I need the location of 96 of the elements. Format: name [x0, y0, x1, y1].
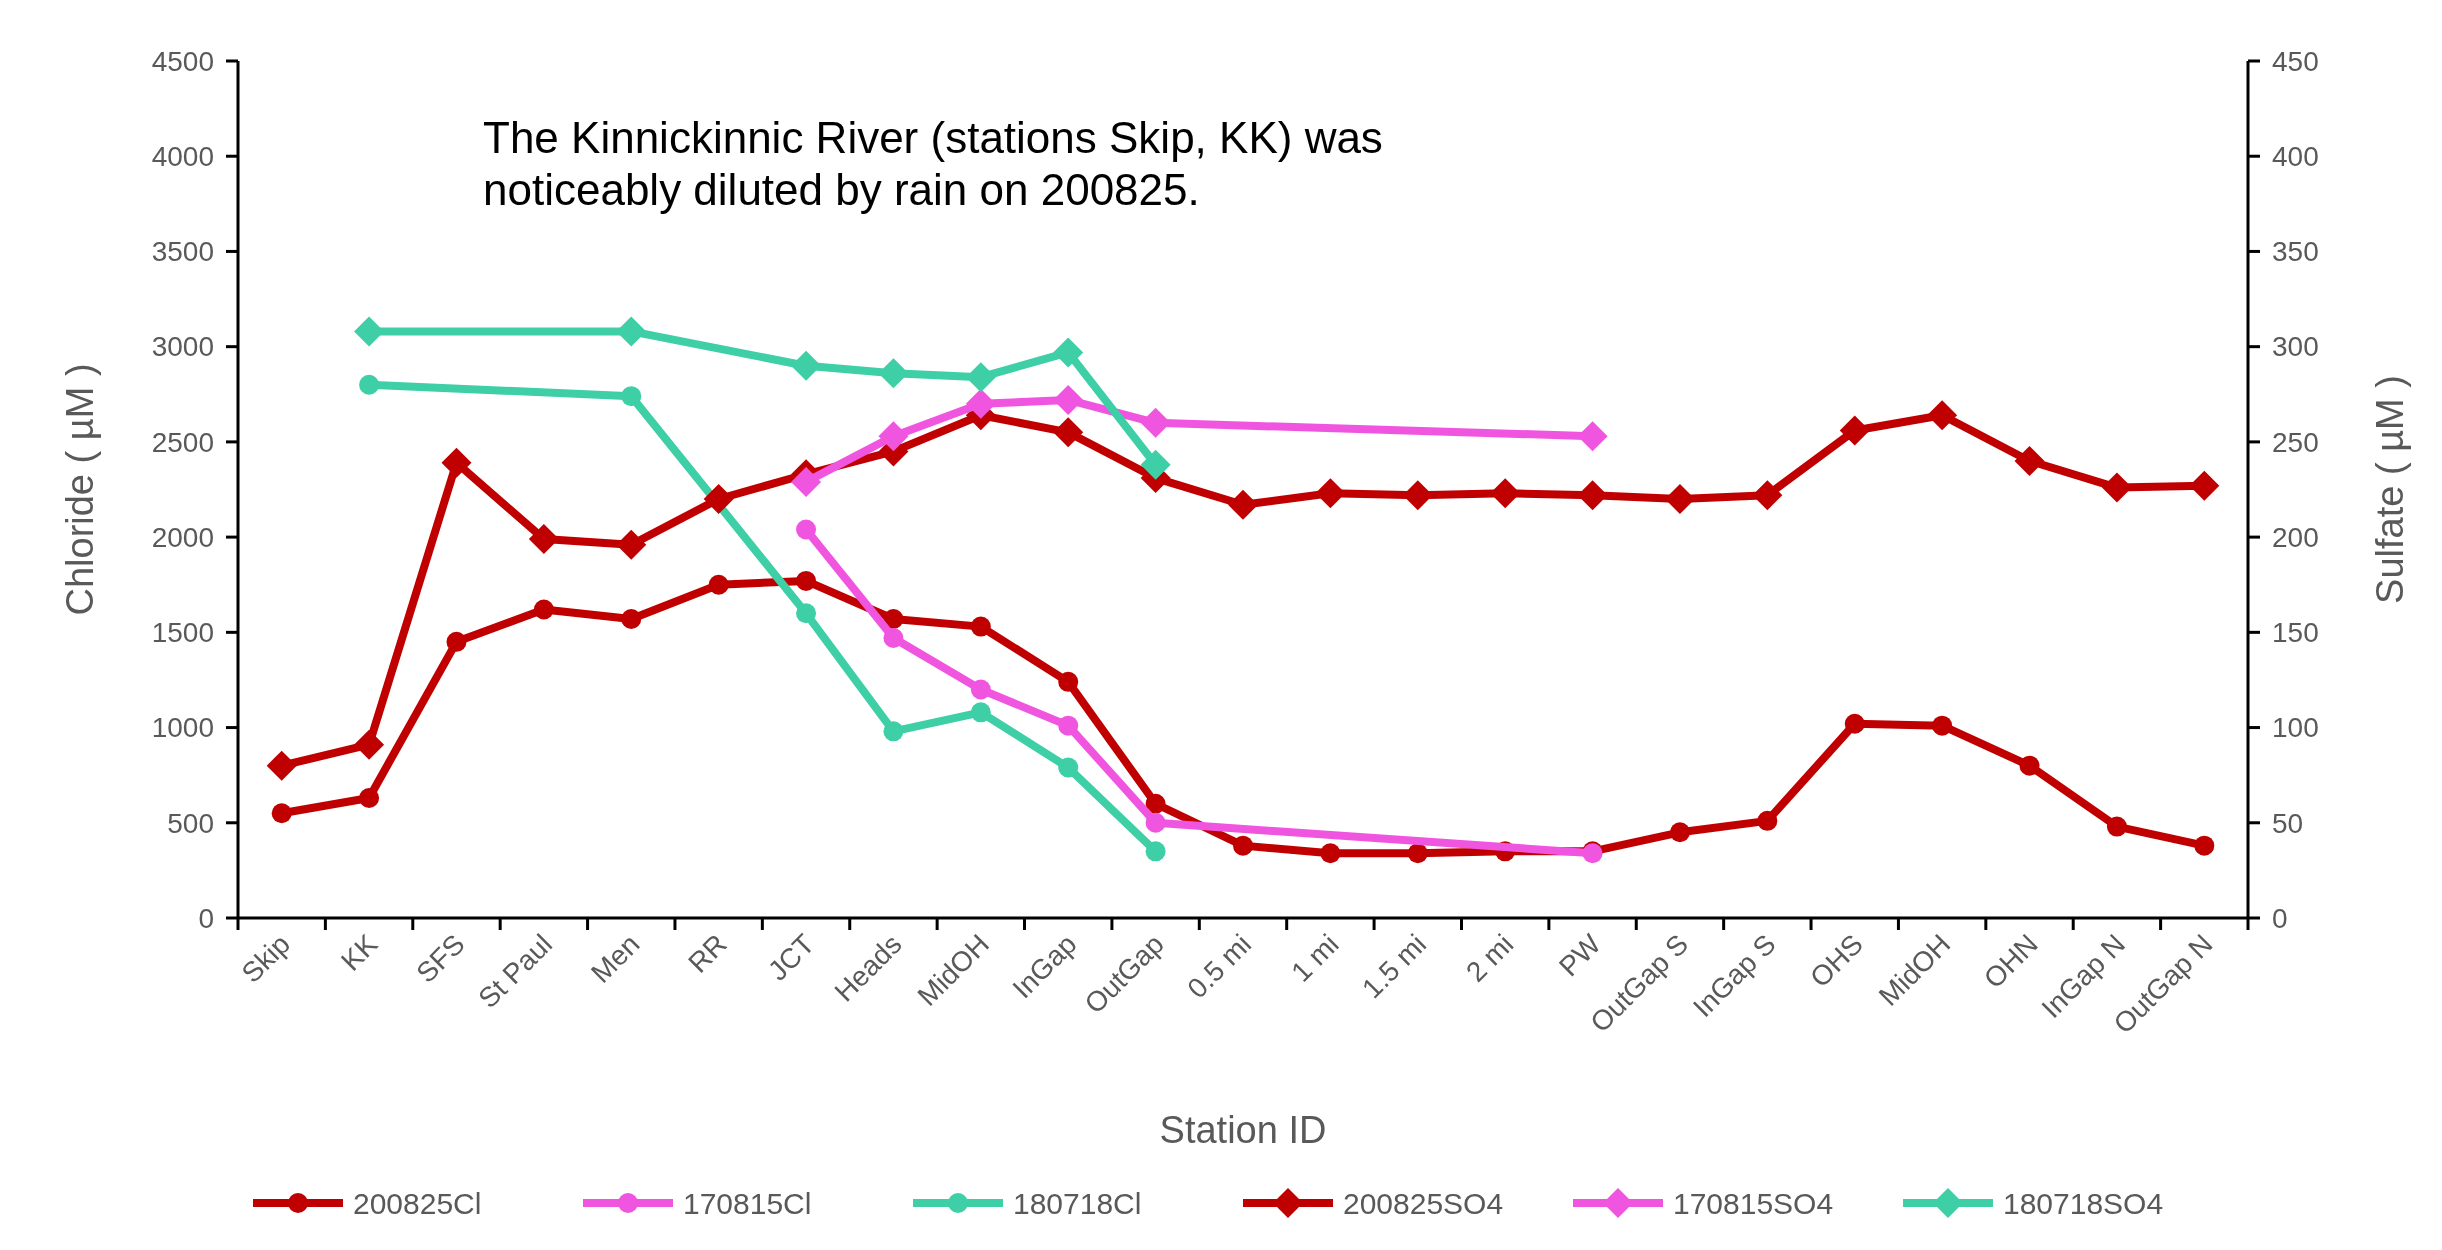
- point: [1407, 843, 1428, 864]
- x-tick-label: Skip: [235, 928, 296, 989]
- y2-tick-label: 50: [2272, 807, 2304, 839]
- legend-label: 200825Cl: [353, 1186, 482, 1220]
- point: [271, 803, 292, 824]
- point: [796, 603, 817, 624]
- point: [1140, 449, 1171, 480]
- point: [2014, 445, 2045, 476]
- y-tick-label: 1000: [151, 712, 214, 744]
- y2-tick-label: 300: [2272, 331, 2319, 363]
- point: [1058, 757, 1079, 778]
- x-tick-label: KK: [334, 928, 384, 977]
- y-tick-label: 2500: [151, 426, 214, 458]
- point: [970, 616, 991, 637]
- point: [791, 350, 822, 381]
- point: [965, 362, 996, 393]
- point: [883, 609, 904, 629]
- point: [1058, 715, 1079, 736]
- point: [621, 609, 642, 629]
- y-tick-label: 500: [167, 807, 214, 839]
- y2-tick-label: 350: [2272, 236, 2319, 268]
- point: [1577, 421, 1608, 452]
- point: [2106, 816, 2127, 837]
- x-tick-label: 1 mi: [1285, 928, 1345, 988]
- y-tick-label: 0: [198, 902, 214, 934]
- y2-tick-label: 250: [2272, 426, 2319, 458]
- x-tick-label: SFS: [410, 928, 471, 989]
- x-tick-label: 2 mi: [1460, 928, 1520, 988]
- y2-tick-label: 400: [2272, 141, 2319, 173]
- point: [1228, 489, 1258, 520]
- x-tick-label: Men: [585, 928, 646, 989]
- point: [441, 447, 472, 478]
- point: [359, 788, 380, 809]
- y-tick-label: 2000: [151, 521, 214, 553]
- legend-label: 170815SO4: [1673, 1186, 1834, 1220]
- point: [796, 570, 817, 591]
- point: [965, 388, 996, 419]
- point: [708, 574, 729, 595]
- point: [446, 631, 467, 652]
- point: [703, 484, 734, 515]
- x-tick-label: JCT: [762, 928, 821, 987]
- point: [878, 421, 909, 452]
- point: [1927, 400, 1958, 431]
- point: [1233, 835, 1253, 856]
- point: [1839, 415, 1870, 446]
- point: [1145, 841, 1166, 862]
- point: [791, 466, 822, 497]
- legend-label: 170815Cl: [683, 1186, 812, 1220]
- x-tick-label: 0.5 mi: [1181, 928, 1258, 1005]
- point: [1145, 812, 1166, 833]
- legend-label: 200825SO4: [1343, 1186, 1504, 1220]
- point: [1145, 793, 1166, 814]
- y2-tick-label: 0: [2272, 902, 2288, 934]
- point: [1053, 384, 1084, 415]
- y2-tick-label: 150: [2272, 617, 2319, 649]
- point: [616, 529, 647, 560]
- point: [883, 628, 904, 649]
- point: [1669, 822, 1690, 843]
- point: [883, 721, 904, 742]
- point: [354, 729, 385, 760]
- y2-axis-title: Sulfate ( µM ): [2369, 375, 2411, 604]
- y-tick-label: 4000: [151, 141, 214, 173]
- point: [970, 679, 991, 700]
- point: [970, 702, 991, 723]
- y2-tick-label: 200: [2272, 521, 2319, 553]
- point: [1752, 480, 1783, 511]
- legend-label: 180718SO4: [2003, 1186, 2164, 1220]
- y-tick-label: 1500: [151, 617, 214, 649]
- point: [528, 524, 559, 555]
- y-tick-label: 4500: [151, 45, 214, 77]
- point: [533, 599, 554, 620]
- point: [2194, 835, 2215, 856]
- y-tick-label: 3500: [151, 236, 214, 268]
- point: [1320, 843, 1341, 864]
- y-axis-title: Chloride ( µM ): [59, 363, 101, 616]
- x-tick-label: 1.5 mi: [1356, 928, 1433, 1005]
- annotation: The Kinnickinnic River (stations Skip, KK) was noticeably diluted by rain on 200825.: [483, 113, 1383, 214]
- point: [1058, 671, 1079, 692]
- point: [2101, 472, 2132, 503]
- point: [266, 750, 297, 781]
- y-tick-label: 3000: [151, 331, 214, 363]
- x-tick-label: RR: [682, 928, 733, 979]
- legend-label: 180718Cl: [1013, 1186, 1142, 1220]
- x-axis-title: Station ID: [1159, 1109, 1327, 1151]
- point: [1053, 417, 1084, 448]
- point: [621, 386, 642, 407]
- point: [796, 519, 817, 540]
- point: [1053, 337, 1084, 368]
- point: [1140, 407, 1171, 438]
- y2-tick-label: 100: [2272, 712, 2319, 744]
- y2-tick-label: 450: [2272, 45, 2319, 77]
- point: [359, 374, 380, 395]
- point: [1844, 713, 1865, 734]
- point: [2019, 755, 2040, 776]
- point: [1932, 715, 1953, 736]
- point: [1757, 810, 1778, 831]
